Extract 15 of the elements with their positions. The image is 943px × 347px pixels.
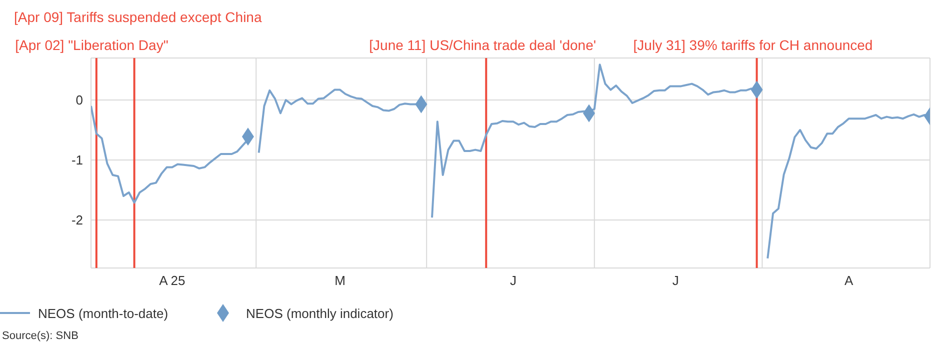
text: [June 11] US/China trade deal 'done' <box>369 37 596 53</box>
y-tick-label: 0 <box>76 92 83 108</box>
x-tick-label: M <box>334 273 346 288</box>
x-tick-label: J <box>510 273 516 288</box>
text: [July 31] 39% tariffs for CH announced <box>633 37 873 53</box>
text: [Apr 02] "Liberation Day" <box>15 37 168 53</box>
y-tick-label: -2 <box>71 212 83 228</box>
y-tick-label: -1 <box>71 152 83 168</box>
x-tick-label: J <box>672 273 679 288</box>
legend-label: NEOS (month-to-date) <box>38 306 168 320</box>
x-tick-label: A 25 <box>159 273 186 288</box>
x-tick-label: A <box>844 273 854 288</box>
legend-label: NEOS (monthly indicator) <box>246 306 394 320</box>
source-note: Source(s): SNB <box>2 330 78 342</box>
text: [Apr 09] Tariffs suspended except China <box>14 9 262 25</box>
